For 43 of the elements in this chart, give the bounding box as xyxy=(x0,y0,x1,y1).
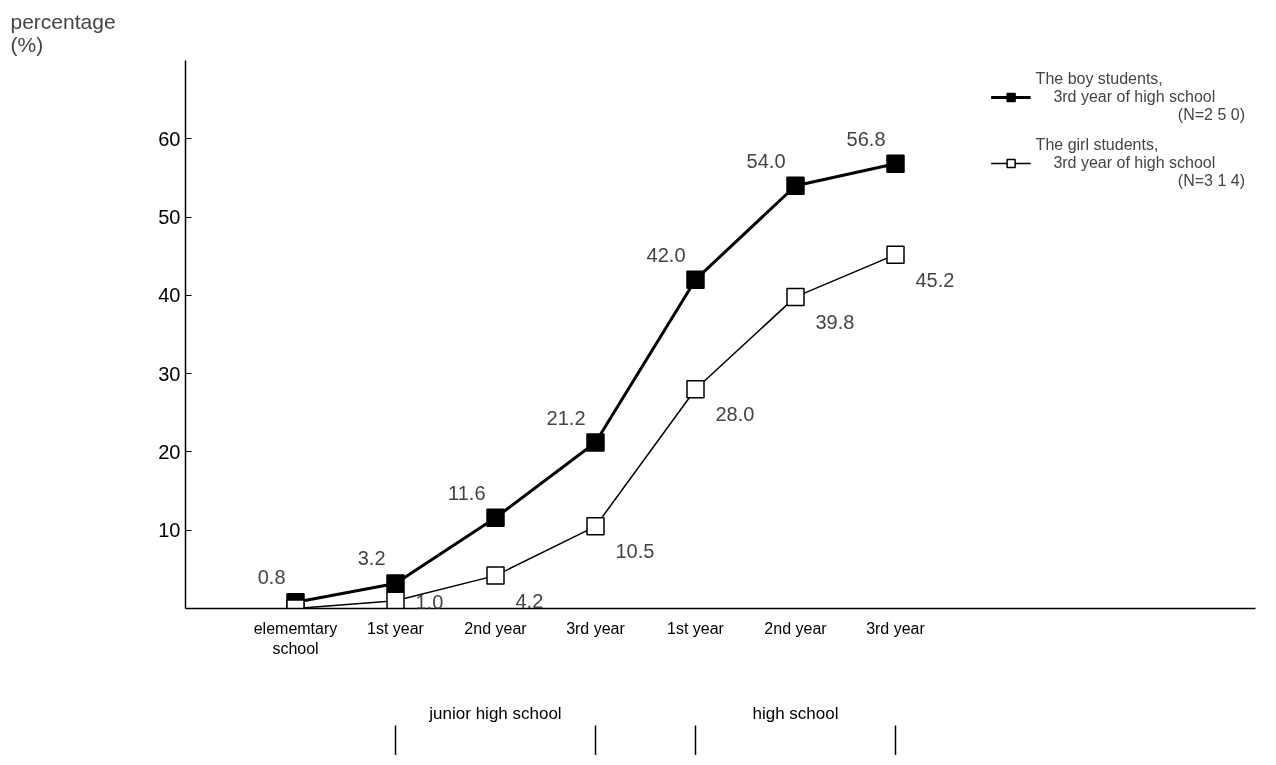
legend-label: The girl students, 3rd year of high school (N=3 1 4) xyxy=(1035,136,1245,190)
x-tick-label: elememtary school xyxy=(253,619,338,657)
x-tick-label: 2nd year xyxy=(464,619,528,637)
y-tick-label: 50 xyxy=(158,206,181,229)
point xyxy=(786,176,805,196)
x-tick-label: 3rd year xyxy=(866,619,926,637)
x-tick-label: 1st year xyxy=(667,619,725,637)
point xyxy=(386,591,405,609)
y-axis-title: percentage (%) xyxy=(10,9,116,56)
y-tick-label: 60 xyxy=(158,127,181,150)
data-label: 11.6 xyxy=(448,481,486,504)
data-label: 1.0 xyxy=(415,590,444,613)
data-label: 21.2 xyxy=(546,406,586,429)
x-tick-label: 2nd year xyxy=(764,619,828,637)
point xyxy=(886,154,905,174)
x-tick-label: 3rd year xyxy=(566,619,626,637)
data-label: 42.0 xyxy=(646,243,686,266)
data-label: 28.0 xyxy=(715,403,755,426)
y-tick-label: 40 xyxy=(158,284,181,307)
point xyxy=(686,380,705,399)
data-label: 0.8 xyxy=(257,566,286,589)
point xyxy=(686,270,705,289)
y-tick-label: 30 xyxy=(158,362,181,385)
point xyxy=(486,566,505,585)
point xyxy=(486,508,505,527)
data-label: 56.8 xyxy=(846,127,886,150)
text: junior high school xyxy=(428,703,562,723)
point xyxy=(586,433,605,452)
data-label: 39.8 xyxy=(815,310,855,333)
y-tick-label: 20 xyxy=(158,440,181,463)
data-label: 10.5 xyxy=(615,540,655,563)
data-label: 4.2 xyxy=(515,589,544,612)
point xyxy=(586,517,605,536)
legend-label: The boy students, 3rd year of high school (N=2 5 0) xyxy=(1035,70,1245,124)
x-tick-label: 1st year xyxy=(367,619,425,637)
data-label: 45.2 xyxy=(915,268,955,291)
point xyxy=(786,287,805,307)
data-label: 54.0 xyxy=(746,149,786,172)
point xyxy=(386,574,405,593)
y-tick-label: 10 xyxy=(158,519,181,542)
data-label: 3.2 xyxy=(357,547,386,570)
point xyxy=(886,245,905,264)
text: high school xyxy=(752,703,839,723)
